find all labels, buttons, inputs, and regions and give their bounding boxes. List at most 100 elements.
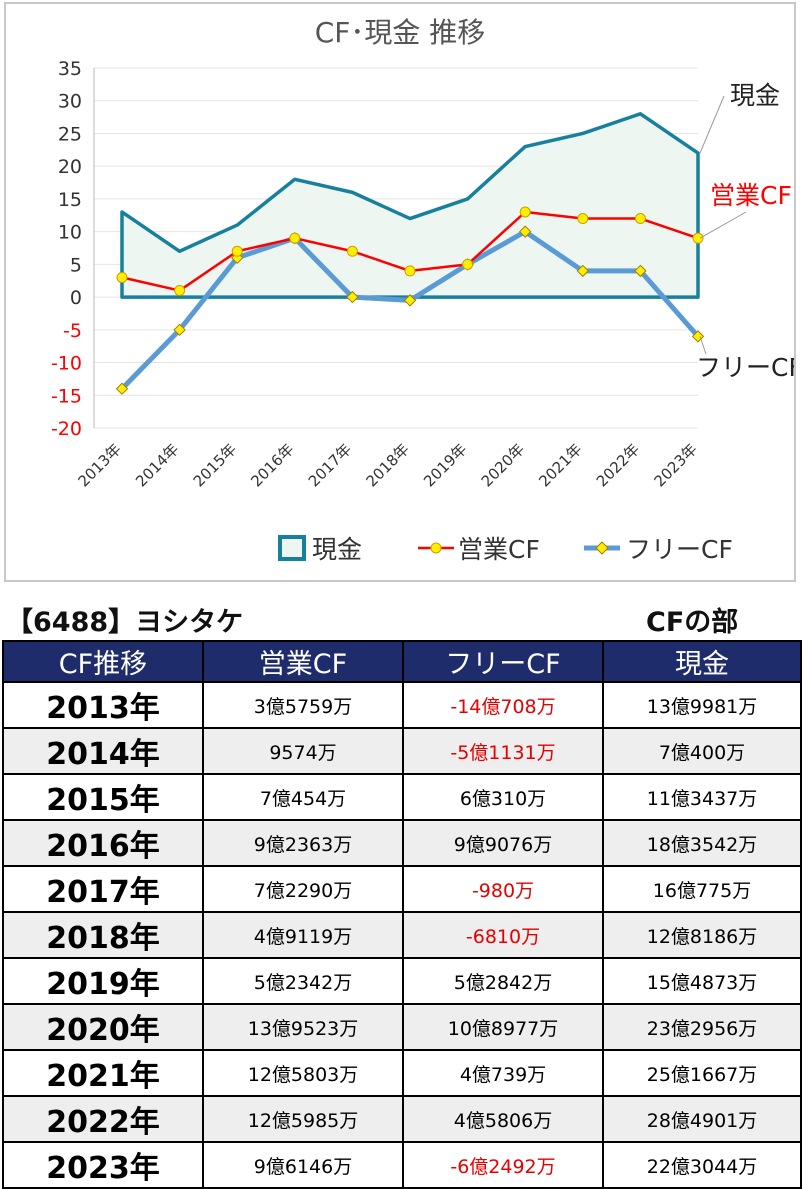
free-cf-cell: 10億8977万 [402,1003,604,1051]
cash-cell: 15億4873万 [602,957,802,1005]
x-tick-label: 2021年 [535,440,585,490]
company-label: 【6488】ヨシタケ [6,607,244,638]
legend-cash-label: 現金 [312,535,362,564]
free-cf-cell: -14億708万 [402,681,604,729]
cash-cell: 13億9981万 [602,681,802,729]
free-cf-cell: 5億2842万 [402,957,604,1005]
table-row: 2023年 9億6146万 -6億2492万 22億3044万 [2,1141,802,1189]
legend-cash-swatch [278,535,306,561]
operating-cf-cell: 7億2290万 [202,865,404,913]
annotation-leader [699,95,725,154]
annotation-label: フリーCF [696,353,794,382]
x-tick-label: 2016年 [247,440,297,490]
year-cell: 2019年 [2,957,204,1005]
free-cf-point [518,225,532,238]
operating-cf-cell: 9億6146万 [202,1141,404,1189]
legend-free-marker [595,541,609,555]
operating-cf-cell: 12億5803万 [202,1049,404,1097]
x-tick-label: 2013年 [74,440,124,490]
x-tick-label: 2023年 [650,440,700,490]
table-row: 2021年 12億5803万 4億739万 25億1667万 [2,1049,802,1097]
x-tick-label: 2018年 [362,440,412,490]
year-cell: 2017年 [2,865,204,913]
y-tick-label: -10 [51,353,82,375]
operating-cf-cell: 12億5985万 [202,1095,404,1143]
free-cf-point [576,264,590,278]
free-cf-cell: 4億739万 [402,1049,604,1097]
x-tick-label: 2019年 [420,440,470,490]
chart-title: CF･現金 推移 [315,16,486,49]
year-cell: 2021年 [2,1049,204,1097]
operating-cf-point [404,265,416,277]
cash-cell: 28億4901万 [602,1095,802,1143]
free-cf-point [634,264,647,278]
y-tick-label: 0 [70,287,82,309]
x-tick-label: 2020年 [478,440,528,490]
operating-cf-cell: 3億5759万 [202,681,404,729]
legend-free-label: フリーCF [626,535,733,564]
cf-table: CF推移 営業CF フリーCF 現金 2013年 3億5759万 -14億708万 1… [2,640,802,1189]
operating-cf-point [174,285,186,297]
y-tick-label: -15 [51,385,82,407]
year-cell: 2022年 [2,1095,204,1143]
cash-cell: 12億8186万 [602,911,802,959]
y-tick-label: 15 [58,189,82,211]
free-cf-point [403,294,417,307]
annotation-label: 営業CF [710,181,792,210]
legend-operating-label: 営業CF [458,535,540,564]
operating-cf-point [634,213,646,225]
table-row: 2017年 7億2290万 -980万 16億775万 [2,865,802,913]
free-cf-cell: 9億9076万 [402,819,604,867]
operating-cf-point [577,213,589,225]
legend-operating-marker [430,542,442,554]
cash-cell: 22億3044万 [602,1141,802,1189]
operating-cf-point [346,245,358,257]
free-cf-cell: 6億310万 [402,773,604,821]
header-free-cf: フリーCF [402,640,604,683]
operating-cf-cell: 9574万 [202,727,404,775]
annotation-leader [699,211,747,239]
free-cf-cell: -5億1131万 [402,727,604,775]
table-row: 2014年 9574万 -5億1131万 7億400万 [2,727,802,775]
operating-cf-cell: 4億9119万 [202,911,404,959]
free-cf-cell: -980万 [402,865,604,913]
operating-cf-point [116,271,128,283]
free-cf-cell: -6810万 [402,911,604,959]
annotation-leader [699,336,707,355]
cash-cell: 11億3437万 [602,773,802,821]
table-body: 2013年 3億5759万 -14億708万 13億9981万 2014年 9574万 -5… [2,681,802,1189]
operating-cf-point [462,258,474,270]
x-tick-label: 2017年 [305,440,355,490]
free-cf-cell: 4億5806万 [402,1095,604,1143]
free-cf-cell: -6億2492万 [402,1141,604,1189]
cash-cell: 7億400万 [602,727,802,775]
cash-cell: 18億3542万 [602,819,802,867]
year-cell: 2023年 [2,1141,204,1189]
operating-cf-point [692,232,704,244]
year-cell: 2018年 [2,911,204,959]
cash-cell: 16億775万 [602,865,802,913]
year-cell: 2016年 [2,819,204,867]
cash-cell: 23億2956万 [602,1003,802,1051]
y-tick-label: -20 [51,418,82,440]
x-tick-label: 2015年 [190,440,240,490]
free-cf-point [346,290,359,304]
free-cf-point [173,323,186,337]
table-row: 2018年 4億9119万 -6810万 12億8186万 [2,911,802,959]
operating-cf-point [519,206,531,218]
header-cash: 現金 [602,640,802,683]
operating-cf-cell: 13億9523万 [202,1003,404,1051]
table-header-row: CF推移 営業CF フリーCF 現金 [2,640,802,683]
table-row: 2016年 9億2363万 9億9076万 18億3542万 [2,819,802,867]
x-tick-label: 2022年 [593,440,643,490]
y-tick-label: 25 [58,123,82,145]
cash-cell: 25億1667万 [602,1049,802,1097]
header-cf-trend: CF推移 [2,640,204,683]
table-row: 2013年 3億5759万 -14億708万 13億9981万 [2,681,802,729]
header-operating-cf: 営業CF [202,640,404,683]
y-tick-label: 10 [58,222,82,244]
x-tick-label: 2014年 [132,440,182,490]
operating-cf-cell: 5億2342万 [202,957,404,1005]
operating-cf-cell: 7億454万 [202,773,404,821]
